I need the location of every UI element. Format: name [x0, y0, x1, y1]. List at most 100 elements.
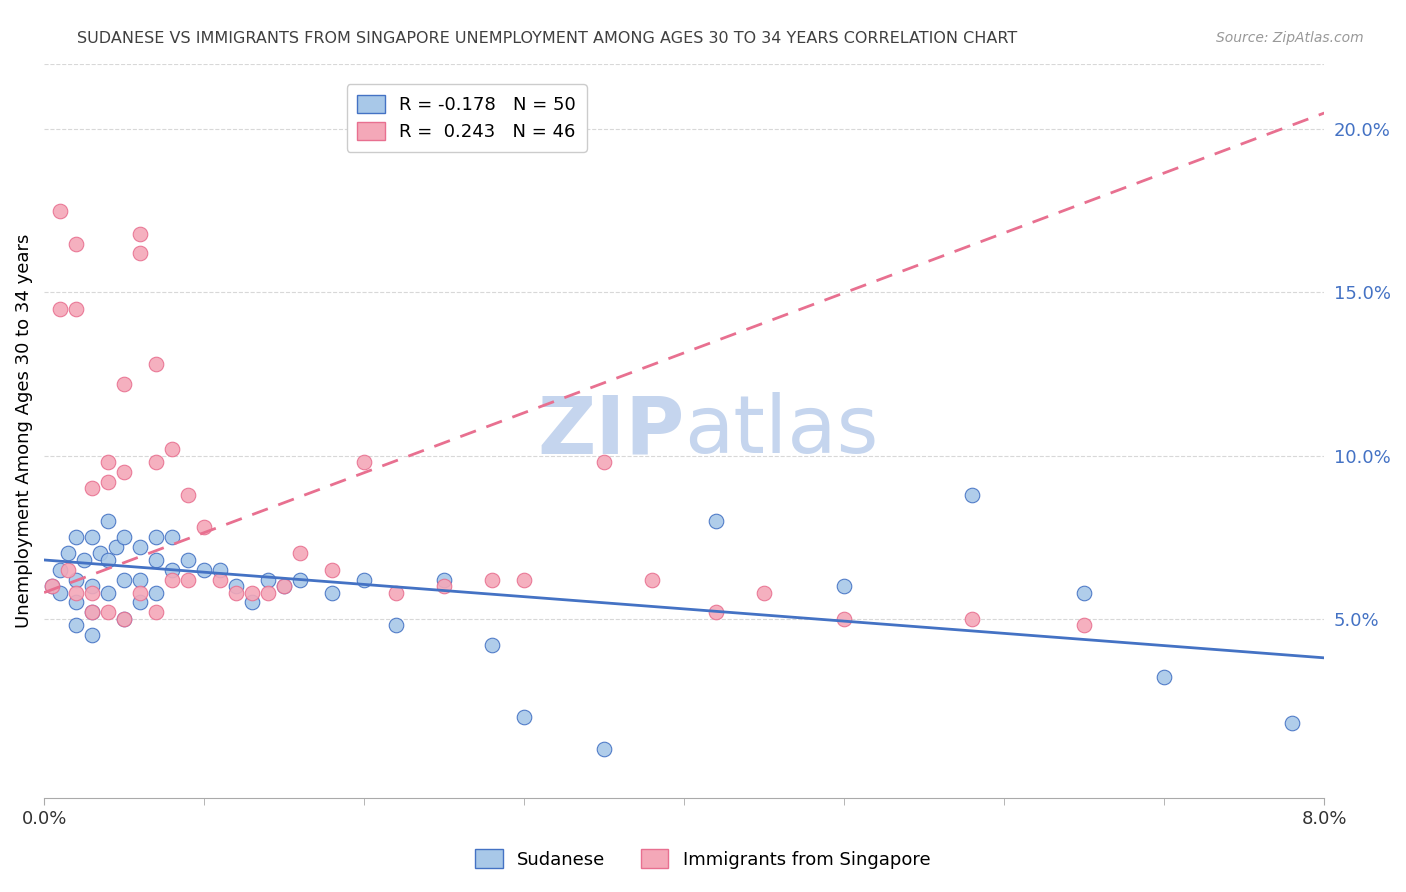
Point	[145, 455, 167, 469]
Point	[1073, 618, 1095, 632]
Point	[209, 573, 232, 587]
Point	[56, 563, 79, 577]
Point	[960, 488, 983, 502]
Point	[481, 573, 503, 587]
Point	[321, 585, 343, 599]
Point	[193, 563, 215, 577]
Point	[704, 514, 727, 528]
Point	[513, 709, 536, 723]
Point	[82, 605, 104, 619]
Point	[225, 585, 247, 599]
Point	[97, 514, 120, 528]
Point	[112, 376, 135, 391]
Point	[288, 546, 311, 560]
Point	[240, 595, 263, 609]
Point	[65, 236, 87, 251]
Point	[129, 246, 152, 260]
Point	[160, 530, 183, 544]
Point	[89, 546, 111, 560]
Point	[82, 481, 104, 495]
Point	[433, 573, 456, 587]
Point	[593, 455, 616, 469]
Point	[960, 612, 983, 626]
Y-axis label: Unemployment Among Ages 30 to 34 years: Unemployment Among Ages 30 to 34 years	[15, 234, 32, 628]
Point	[160, 573, 183, 587]
Point	[65, 530, 87, 544]
Point	[129, 227, 152, 241]
Point	[385, 618, 408, 632]
Point	[65, 595, 87, 609]
Point	[209, 563, 232, 577]
Point	[82, 530, 104, 544]
Point	[321, 563, 343, 577]
Point	[41, 579, 63, 593]
Point	[240, 585, 263, 599]
Point	[385, 585, 408, 599]
Point	[49, 585, 72, 599]
Point	[129, 595, 152, 609]
Point	[145, 553, 167, 567]
Point	[177, 488, 200, 502]
Point	[112, 612, 135, 626]
Text: SUDANESE VS IMMIGRANTS FROM SINGAPORE UNEMPLOYMENT AMONG AGES 30 TO 34 YEARS COR: SUDANESE VS IMMIGRANTS FROM SINGAPORE UN…	[77, 31, 1018, 46]
Point	[49, 203, 72, 218]
Point	[353, 455, 375, 469]
Point	[145, 530, 167, 544]
Point	[97, 455, 120, 469]
Point	[112, 612, 135, 626]
Point	[832, 612, 855, 626]
Text: atlas: atlas	[685, 392, 879, 470]
Point	[177, 553, 200, 567]
Point	[832, 579, 855, 593]
Point	[97, 585, 120, 599]
Point	[112, 465, 135, 479]
Point	[225, 579, 247, 593]
Point	[82, 605, 104, 619]
Point	[49, 301, 72, 316]
Point	[273, 579, 295, 593]
Point	[257, 585, 280, 599]
Point	[641, 573, 664, 587]
Point	[129, 585, 152, 599]
Point	[1281, 716, 1303, 731]
Point	[129, 540, 152, 554]
Point	[97, 553, 120, 567]
Point	[1153, 670, 1175, 684]
Point	[754, 585, 776, 599]
Point	[513, 573, 536, 587]
Point	[1073, 585, 1095, 599]
Point	[288, 573, 311, 587]
Point	[129, 573, 152, 587]
Text: Source: ZipAtlas.com: Source: ZipAtlas.com	[1216, 31, 1364, 45]
Point	[160, 563, 183, 577]
Point	[82, 579, 104, 593]
Legend: Sudanese, Immigrants from Singapore: Sudanese, Immigrants from Singapore	[468, 842, 938, 876]
Legend: R = -0.178   N = 50, R =  0.243   N = 46: R = -0.178 N = 50, R = 0.243 N = 46	[347, 84, 586, 152]
Point	[49, 563, 72, 577]
Point	[160, 442, 183, 456]
Point	[112, 573, 135, 587]
Text: ZIP: ZIP	[537, 392, 685, 470]
Point	[65, 301, 87, 316]
Point	[273, 579, 295, 593]
Point	[353, 573, 375, 587]
Point	[145, 357, 167, 371]
Point	[481, 638, 503, 652]
Point	[177, 573, 200, 587]
Point	[704, 605, 727, 619]
Point	[73, 553, 96, 567]
Point	[112, 530, 135, 544]
Point	[65, 585, 87, 599]
Point	[193, 520, 215, 534]
Point	[433, 579, 456, 593]
Point	[65, 618, 87, 632]
Point	[593, 742, 616, 756]
Point	[257, 573, 280, 587]
Point	[97, 475, 120, 489]
Point	[145, 585, 167, 599]
Point	[65, 573, 87, 587]
Point	[82, 628, 104, 642]
Point	[145, 605, 167, 619]
Point	[41, 579, 63, 593]
Point	[97, 605, 120, 619]
